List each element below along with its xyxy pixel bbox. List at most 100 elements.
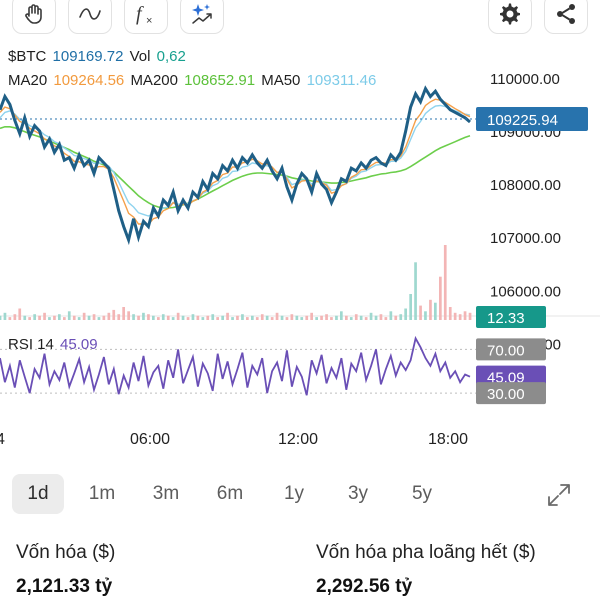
volume-bar [270,317,274,320]
volume-bar [404,308,407,320]
chart-toolbar: f × [0,0,600,38]
volume-bar [389,311,393,320]
price-tick-label: 108000.00 [490,177,561,194]
timeframe-6m[interactable]: 6m [216,483,244,504]
volume-bar [43,312,46,320]
volume-bar [28,317,31,320]
legend-vol-label: Vol [129,48,151,65]
volume-bar [157,317,160,320]
time-axis[interactable]: 4 06:00 12:00 18:00 [0,431,468,448]
rsi-line [0,335,471,396]
function-icon: f × [136,3,152,27]
volume-bar [265,315,269,320]
volume-bar [434,302,437,320]
volume-bars [0,245,472,320]
timeframe-3y[interactable]: 3y [347,483,369,504]
volume-bar [127,311,130,320]
legend-symbol: $BTC [8,48,47,65]
sparkle-icon [192,4,212,24]
rsi-lower-badge: 30.00 [476,382,546,405]
volume-bar [429,299,432,320]
timeframe-5y[interactable]: 5y [411,483,433,504]
volume-bar [443,245,447,320]
volume-bar [201,317,205,320]
volume-bar [211,314,215,320]
svg-text:×: × [146,15,152,27]
volume-bar [300,317,304,320]
timeframe-3m[interactable]: 3m [152,483,180,504]
volume-bar [290,314,294,320]
volume-bar [171,317,175,320]
volume-bar [231,317,234,320]
svg-text:109225.94: 109225.94 [487,112,558,129]
volume-bar [295,315,299,320]
volume-bar [122,307,125,320]
fdv-value: 2,292.56 tỷ [316,576,413,597]
draw-tool-button[interactable] [68,0,112,34]
volume-bar [468,312,472,320]
volume-bar [330,317,333,320]
settings-button[interactable] [488,0,532,34]
volume-bar [67,311,71,320]
price-line [0,85,471,246]
volume-bar [58,314,61,320]
volume-bar [48,317,51,320]
volume-bar [0,315,2,320]
hand-icon [25,4,42,24]
volume-bar [419,305,422,320]
volume-bar [92,314,96,320]
volume-bar [112,309,116,320]
indicator-tool-button[interactable]: f × [124,0,168,34]
volume-bar [166,315,170,320]
volume-bar [18,308,22,320]
volume-bar [340,311,343,320]
svg-text:30.00: 30.00 [487,386,525,403]
volume-bar [364,317,368,320]
volume-bar [137,315,140,320]
volume-bar [315,317,318,320]
price-chart[interactable]: 110000.00 109000.00 108000.00 107000.00 1060… [0,40,600,460]
volume-bar [102,315,106,320]
volume-bar [439,276,442,320]
volume-bar [176,312,180,320]
timeframe-1y[interactable]: 1y [283,483,305,504]
price-legend: $BTC 109169.72 Vol 0,62 [8,48,188,65]
volume-bar [23,315,27,320]
market-stats: Vốn hóa ($) 2,121.33 tỷ Vốn hóa pha loãn… [0,528,600,600]
volume-bar [409,294,412,320]
legend-ma20-label: MA20 [8,72,48,89]
volume-bar [191,314,195,320]
timeframe-1d[interactable]: 1d [12,474,64,514]
share-button[interactable] [544,0,588,34]
gear-icon [500,3,520,25]
volume-bar [181,315,185,320]
time-tick-label: 12:00 [278,431,318,448]
volume-bar [13,314,17,320]
fullscreen-button[interactable] [542,478,576,512]
volume-bar [147,314,150,320]
volume-bar [399,314,403,320]
volume-bar [305,315,309,320]
legend-ma20-value: 109264.56 [53,72,125,89]
legend-rsi-value: 45.09 [60,336,98,353]
volume-bar [63,317,66,320]
volume-bar [72,315,76,320]
timeframe-1m[interactable]: 1m [88,483,116,504]
volume-badge: 12.33 [476,306,546,328]
svg-text:70.00: 70.00 [487,342,525,359]
time-tick-label: 4 [0,431,5,448]
volume-bar [374,315,378,320]
magic-tool-button[interactable] [180,0,224,34]
hand-tool-button[interactable] [12,0,56,34]
volume-bar [117,314,121,320]
volume-bar [275,312,279,320]
volume-bar [414,262,417,320]
volume-bar [33,314,36,320]
volume-bar [458,314,462,320]
time-tick-label: 18:00 [428,431,468,448]
volume-bar [453,312,457,320]
chart-canvas[interactable]: 110000.00109000.00108000.00107000.001060… [0,40,600,460]
rsi-legend: RSI 14 45.09 [8,336,100,353]
volume-bar [87,315,91,320]
